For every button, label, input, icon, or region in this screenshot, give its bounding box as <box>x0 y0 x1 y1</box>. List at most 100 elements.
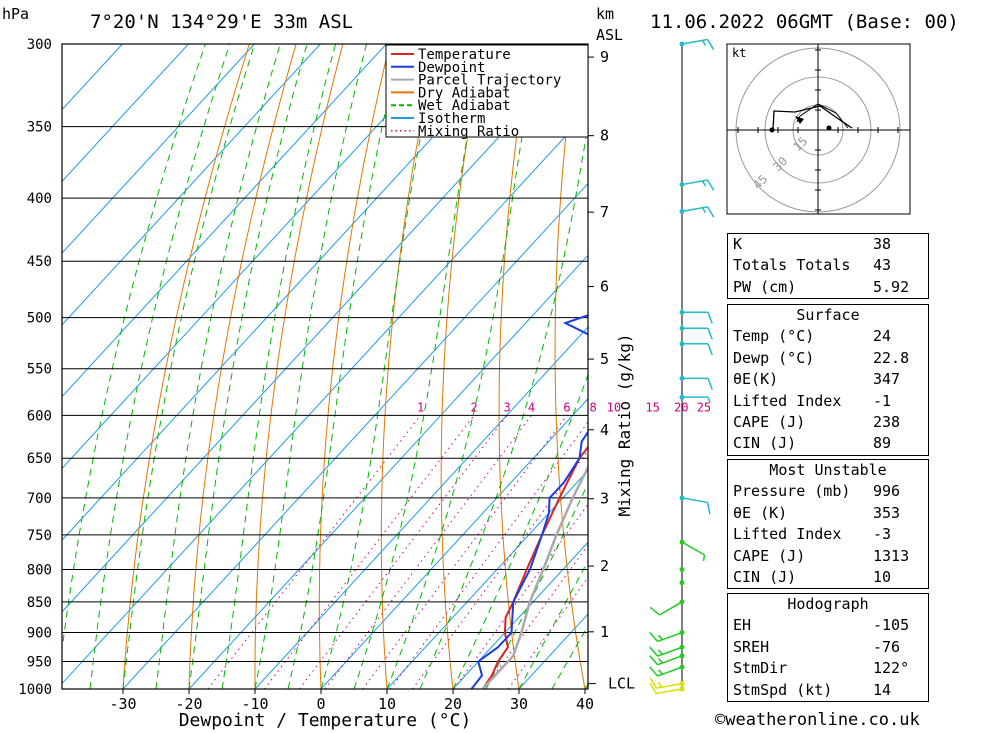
pressure-tick-label: 850 <box>27 595 52 611</box>
wind-barb-flag <box>649 631 659 642</box>
hodograph-mean-wind-dot <box>826 125 832 131</box>
surface-title: Surface <box>796 306 860 324</box>
km-tick-label: 3 <box>600 490 609 508</box>
plot-frame <box>61 43 589 690</box>
mixing-ratio-line <box>507 576 588 689</box>
wind-barb-flag <box>702 554 706 562</box>
wet-adiabat-line <box>452 373 588 689</box>
mixing-ratio-line <box>362 415 568 689</box>
mixing-ratio-line <box>483 544 588 689</box>
isotherm-line <box>62 44 387 398</box>
wind-barb-staff <box>657 631 683 643</box>
wet-adiabat-line <box>419 121 588 689</box>
hodograph-table: Hodograph EH -105 SREH -76 StmDir 122° StmS… <box>727 593 929 702</box>
index-row-totals: Totals Totals 43 <box>733 256 892 275</box>
surface-row: θE(K) 347 <box>733 370 901 389</box>
temperature-tick-label: -20 <box>175 695 202 713</box>
isotherm-line <box>386 469 588 689</box>
asl-unit: ASL <box>596 26 623 44</box>
wind-barb-flag <box>657 634 664 641</box>
legend-entry: Mixing Ratio <box>418 124 519 140</box>
isotherm-line <box>62 44 123 111</box>
pressure-tick-label: 600 <box>27 408 52 424</box>
wet-adiabat-line <box>518 559 588 689</box>
indices-table: K 38 Totals Totals 43 PW (cm) 5.92 <box>727 233 929 300</box>
parcel-trajectory-series <box>481 464 588 689</box>
wind-barb-flag <box>706 39 715 51</box>
surface-row: Dewp (°C) 22.8 <box>733 348 910 367</box>
wind-barb-flag <box>707 328 713 340</box>
dry-adiabat-line <box>380 44 437 689</box>
pressure-tick-label: 350 <box>27 120 52 136</box>
most-unstable-table: Most Unstable Pressure (mb) 996 θE (K) 353… <box>727 459 929 590</box>
pressure-tick-label: 550 <box>27 362 52 378</box>
temperature-tick-label: -30 <box>109 695 136 713</box>
hodograph-title: Hodograph <box>787 595 869 613</box>
lcl-label: LCL <box>608 675 635 693</box>
mixing-ratio-label: 20 <box>674 400 688 414</box>
wind-barb-flag <box>701 40 707 46</box>
isotherm-line <box>254 326 588 689</box>
km-tick-label: 1 <box>600 623 609 641</box>
wind-barb-flag <box>649 646 659 657</box>
surface-row: Temp (°C) 24 <box>733 327 892 346</box>
wind-barb-flag <box>707 396 711 404</box>
hodograph-trace <box>772 105 853 131</box>
index-row-k: K 38 <box>733 235 892 253</box>
wind-barb-flag <box>649 677 658 689</box>
credit-link[interactable]: ©weatheronline.co.uk <box>715 710 920 730</box>
wind-barb-flag <box>707 378 713 390</box>
wet-adiabat-line <box>188 44 308 689</box>
legend-entry: Temperature <box>418 47 511 63</box>
wind-barb-staff <box>681 497 708 504</box>
wind-barb-flag <box>649 666 659 677</box>
pressure-tick-label: 950 <box>27 655 52 671</box>
wind-barb-flag <box>706 502 711 515</box>
dry-adiabat-line <box>254 44 344 689</box>
mixing-ratio-line <box>389 421 588 689</box>
wet-adiabat-line <box>89 44 231 689</box>
legend-entry: Wet Adiabat <box>418 98 511 114</box>
mixing-ratio-label: 15 <box>646 400 660 414</box>
wind-barb-staff <box>681 206 708 213</box>
mu-row: CAPE (J) 1313 <box>733 546 910 565</box>
hodo-row: SREH -76 <box>733 637 901 656</box>
wet-adiabat-line <box>485 482 588 689</box>
mu-row: Lifted Index -3 <box>733 525 892 544</box>
wind-barb-staff <box>657 655 683 666</box>
legend-entry: Parcel Trajectory <box>418 73 561 89</box>
isotherm-line <box>62 111 588 685</box>
hodo-row: StmSpd (kt) 14 <box>733 680 892 699</box>
wet-adiabat-line <box>221 44 337 689</box>
temperature-tick-label: 10 <box>378 695 396 713</box>
km-tick-label: 9 <box>600 48 609 66</box>
hpa-unit: hPa <box>2 5 29 23</box>
wind-barb-flag <box>701 207 707 214</box>
surface-table: Surface Temp (°C) 24 Dewp (°C) 22.8 θE(K) 3… <box>727 304 929 456</box>
legend-box <box>385 44 589 138</box>
most-unstable-title: Most Unstable <box>769 461 887 479</box>
index-row-pw: PW (cm) 5.92 <box>733 277 910 296</box>
wet-adiabat-line <box>353 44 485 689</box>
isotherm-line <box>62 44 585 613</box>
mu-row: Pressure (mb) 996 <box>733 482 901 501</box>
mixing-ratio-label: 25 <box>697 400 711 414</box>
temperature-tick-label: -10 <box>241 695 268 713</box>
km-tick-label: 2 <box>600 557 609 575</box>
pressure-tick-label: 500 <box>27 311 52 327</box>
km-tick-label: 4 <box>600 421 609 439</box>
wind-barb-flag <box>657 669 664 675</box>
wind-barb-staff <box>657 666 683 677</box>
hodo-row: StmDir 122° <box>733 659 910 678</box>
wind-barb-flag <box>701 180 707 187</box>
dry-adiabat-line <box>188 44 297 689</box>
km-unit: km <box>596 5 614 23</box>
km-tick-label: 8 <box>600 127 609 145</box>
km-tick-label: 7 <box>600 203 609 221</box>
wind-barb-flag <box>706 206 715 218</box>
surface-row: CIN (J) 89 <box>733 434 892 453</box>
temperature-tick-label: 20 <box>444 695 462 713</box>
sounding-series <box>470 314 588 689</box>
dry-adiabat-line <box>440 44 484 689</box>
